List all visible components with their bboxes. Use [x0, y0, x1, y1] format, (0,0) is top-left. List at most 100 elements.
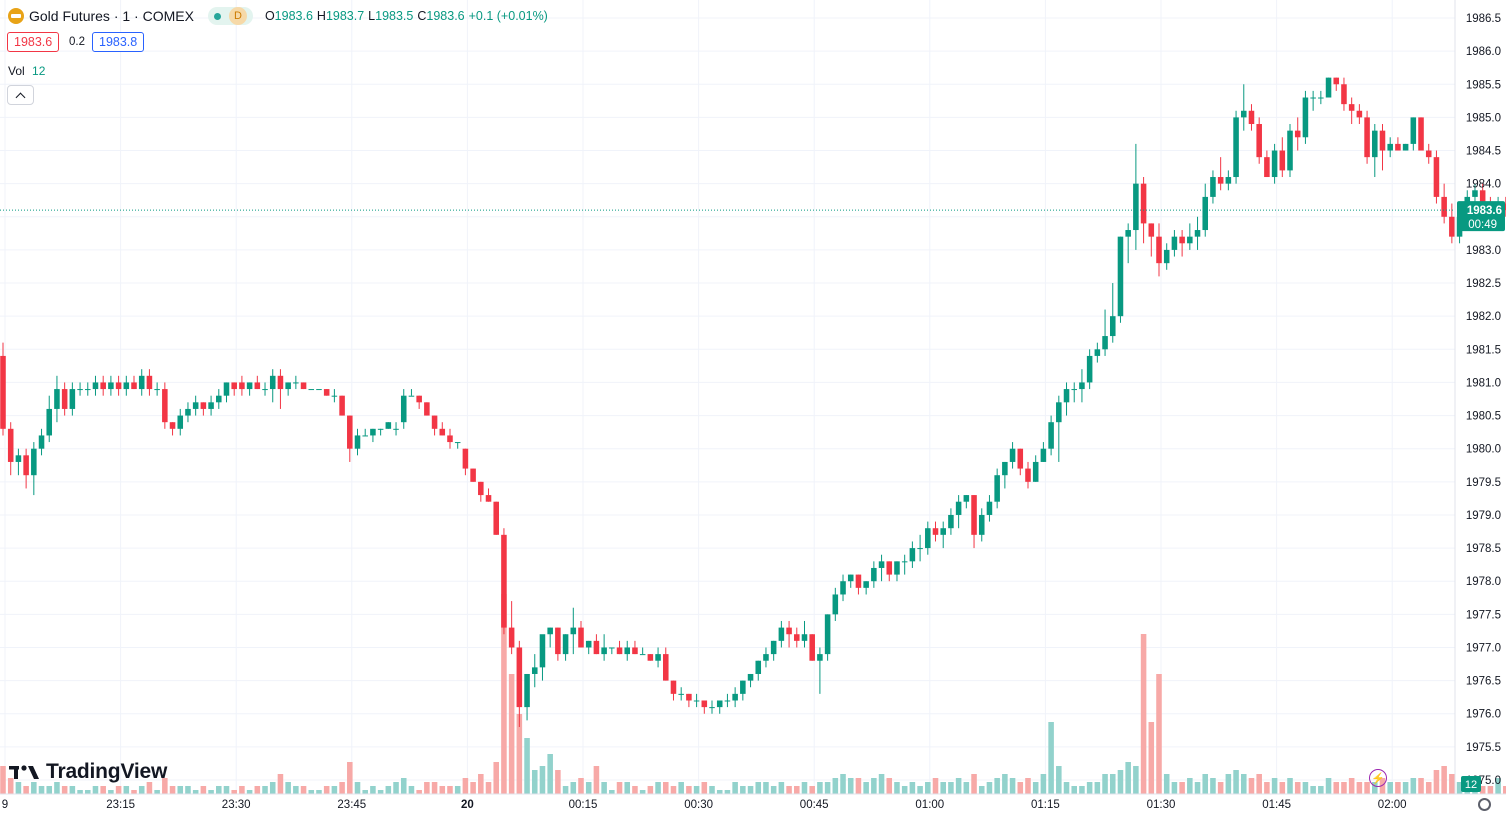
candle-body	[431, 415, 438, 429]
candle-body	[994, 475, 1000, 502]
volume-bar	[1171, 782, 1178, 794]
symbol-title[interactable]: Gold Futures · 1 · COMEX	[29, 8, 194, 24]
low-label: L	[368, 9, 376, 23]
volume-bar	[662, 782, 669, 794]
candle-body	[732, 693, 738, 701]
volume-bar	[169, 786, 176, 794]
volume-bar	[1056, 766, 1062, 794]
volume-bar	[501, 594, 507, 794]
candle-body	[917, 548, 923, 550]
volume-bar	[1356, 782, 1363, 794]
lightning-icon[interactable]: ⚡	[1369, 769, 1387, 787]
gear-icon[interactable]	[1478, 798, 1491, 811]
candle-body	[262, 389, 268, 391]
volume-bar	[1032, 782, 1039, 794]
volume-bar	[84, 790, 91, 794]
candle-body	[1356, 110, 1363, 118]
change-value: +0.1 (+0.01%)	[468, 9, 548, 23]
candle-body	[524, 673, 530, 708]
candle-body	[655, 654, 661, 661]
candle-body	[901, 561, 908, 563]
volume-bar	[1402, 782, 1409, 794]
volume-bar	[925, 782, 931, 794]
volume-bar	[524, 738, 530, 794]
candle-body	[400, 395, 407, 423]
volume-bar	[778, 782, 785, 794]
volume-bar	[1487, 786, 1494, 794]
high-value: 1983.7	[325, 9, 365, 23]
candle-body	[670, 680, 677, 694]
tradingview-logo[interactable]: TradingView	[9, 760, 167, 784]
volume-bar	[1318, 786, 1324, 794]
price-tick-label: 1981.5	[1466, 344, 1501, 356]
candle-body	[986, 501, 993, 515]
market-status[interactable]: D	[207, 7, 253, 25]
volume-bar	[431, 782, 438, 794]
candle-body	[393, 428, 399, 430]
volume-bar	[740, 786, 746, 794]
volume-bar	[909, 782, 916, 794]
candle-body	[632, 647, 638, 655]
candle-body	[1379, 130, 1386, 151]
volume-bar	[917, 786, 923, 794]
candle-body	[177, 415, 184, 429]
volume-bar	[601, 782, 607, 794]
buy-button[interactable]: 1983.8	[92, 32, 145, 52]
volume-bar	[1202, 774, 1209, 794]
chevron-up-icon[interactable]	[7, 85, 34, 105]
volume-bar	[1210, 778, 1216, 794]
volume-bar	[239, 786, 245, 794]
volume-bar	[200, 786, 207, 794]
candle-body	[824, 614, 831, 655]
candle-body	[1125, 230, 1131, 237]
candle-body	[7, 428, 14, 462]
volume-bar	[231, 790, 237, 794]
volume-bar	[801, 782, 808, 794]
volume-bar	[185, 786, 191, 794]
price-tick-label: 1980.5	[1466, 411, 1501, 423]
candle-body	[1395, 143, 1401, 151]
price-tick-label: 1985.5	[1466, 79, 1501, 91]
volume-bar	[1425, 782, 1432, 794]
candle-body	[955, 501, 962, 515]
volume-bar	[1025, 778, 1031, 794]
volume-bar	[1379, 778, 1386, 794]
volume-bar	[639, 790, 646, 794]
sell-button[interactable]: 1983.6	[7, 32, 60, 52]
candle-body	[339, 395, 345, 416]
time-tick-label: 23:15	[106, 799, 135, 811]
candle-body	[123, 382, 130, 390]
volume-bar	[1449, 774, 1455, 794]
volume-bar	[632, 786, 638, 794]
candle-body	[1025, 468, 1031, 482]
time-tick-label: 00:45	[800, 799, 829, 811]
candle-body	[0, 355, 6, 429]
volume-bar	[1079, 786, 1085, 794]
candle-body	[1202, 196, 1209, 231]
candle-body	[478, 481, 484, 496]
volume-bar	[763, 782, 769, 794]
volume-bar	[1294, 782, 1301, 794]
candle-body	[1402, 143, 1409, 151]
candle-body	[678, 693, 684, 695]
candle-body	[585, 640, 592, 648]
candle-body	[562, 634, 569, 655]
time-tick-label: 01:45	[1262, 799, 1291, 811]
volume-bar	[377, 790, 384, 794]
candle-body	[1117, 236, 1124, 317]
time-tick-label: 01:15	[1031, 799, 1060, 811]
candle-body	[1094, 349, 1101, 356]
price-tick-label: 1980.0	[1466, 444, 1501, 456]
candle-body	[855, 574, 862, 588]
volume-bar	[1002, 774, 1008, 794]
volume-bar	[609, 790, 615, 794]
volume-bar	[115, 786, 122, 794]
candle-body	[1271, 150, 1278, 178]
price-tick-label: 1978.0	[1466, 576, 1501, 588]
candle-body	[100, 382, 106, 390]
volume-bar	[1156, 674, 1162, 794]
candle-body	[154, 389, 160, 391]
volume-bar	[223, 786, 230, 794]
candle-body	[601, 647, 607, 655]
